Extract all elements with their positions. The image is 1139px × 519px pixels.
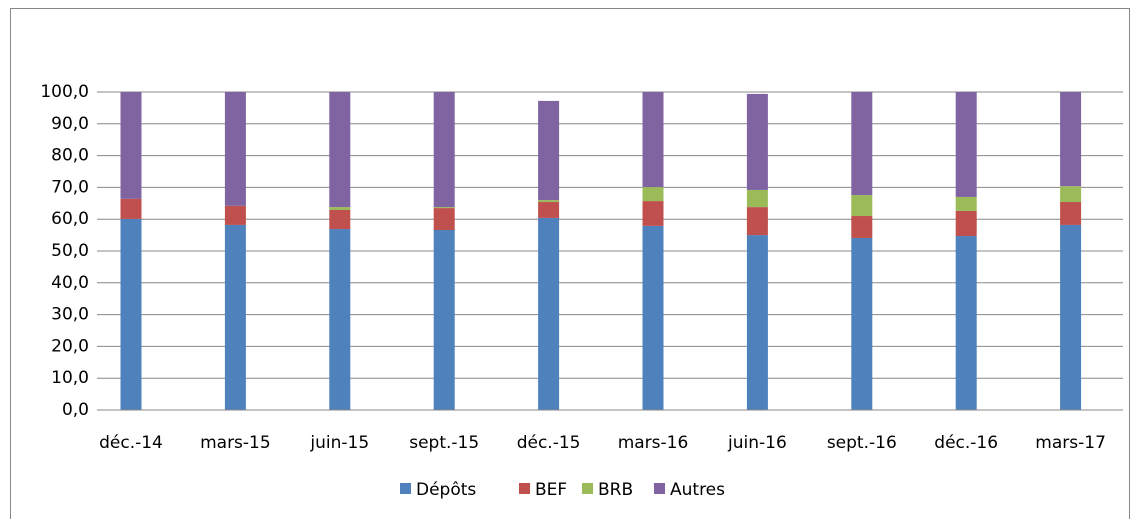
bar-segment — [955, 236, 977, 410]
x-tick-label: sept.-15 — [409, 433, 479, 453]
bar-segment — [329, 229, 351, 410]
bar-segment — [1060, 224, 1082, 410]
y-tick-label: 70,0 — [51, 177, 89, 197]
bar-segment — [120, 92, 142, 199]
bar-segment — [433, 92, 455, 208]
legend-label: Dépôts — [416, 480, 476, 500]
bar-segment — [329, 92, 351, 208]
bar-segment — [851, 216, 873, 238]
legend-label: BEF — [535, 480, 567, 500]
y-tick-label: 20,0 — [51, 336, 89, 356]
y-tick-label: 60,0 — [51, 209, 89, 229]
y-tick-label: 40,0 — [51, 273, 89, 293]
y-tick-label: 80,0 — [51, 146, 89, 166]
bar-segment — [433, 230, 455, 410]
bar-segment — [642, 187, 664, 202]
x-tick-label: juin-15 — [309, 433, 369, 453]
bar-segment — [955, 196, 977, 211]
bar-segment — [329, 209, 351, 230]
legend-swatch — [654, 483, 665, 494]
bar-segment — [746, 207, 768, 236]
bar-segment — [851, 237, 873, 410]
bar-segment — [120, 198, 142, 219]
chart-frame — [10, 8, 1130, 519]
y-tick-label: 50,0 — [51, 241, 89, 261]
legend-label: BRB — [598, 480, 633, 500]
y-tick-label: 100,0 — [40, 82, 89, 102]
bar-segment — [433, 208, 455, 231]
bar-segment — [538, 217, 560, 410]
y-tick-label: 90,0 — [51, 114, 89, 134]
bar-segment — [538, 202, 560, 218]
bar-segment — [746, 189, 768, 208]
bar-segment — [851, 92, 873, 196]
bar-segment — [224, 205, 246, 225]
x-tick-label: mars-17 — [1035, 433, 1106, 453]
bar-segment — [329, 207, 351, 210]
bar-segment — [538, 200, 560, 203]
y-tick-label: 0,0 — [62, 400, 89, 420]
bar-segment — [642, 92, 664, 188]
bar-segment — [1060, 186, 1082, 203]
bar-segment — [538, 100, 560, 201]
x-tick-label: déc.-14 — [99, 433, 163, 453]
bar-segment — [955, 92, 977, 197]
legend-label: Autres — [670, 480, 725, 500]
y-tick-label: 10,0 — [51, 368, 89, 388]
bar-segment — [851, 195, 873, 217]
x-tick-label: déc.-16 — [934, 433, 998, 453]
bar-segment — [120, 218, 142, 410]
x-tick-label: sept.-16 — [827, 433, 897, 453]
bar-segment — [642, 201, 664, 226]
legend-swatch — [582, 483, 593, 494]
bar-segment — [746, 235, 768, 410]
x-tick-label: juin-16 — [727, 433, 787, 453]
bar-segment — [224, 92, 246, 206]
bar-segment — [224, 224, 246, 410]
legend-swatch — [400, 483, 411, 494]
bar-segment — [433, 207, 455, 209]
bar-segment — [955, 210, 977, 237]
x-tick-label: mars-15 — [200, 433, 271, 453]
y-tick-label: 30,0 — [51, 305, 89, 325]
bar-segment — [642, 225, 664, 410]
x-tick-label: déc.-15 — [517, 433, 581, 453]
bar-segment — [746, 93, 768, 190]
legend-swatch — [519, 483, 530, 494]
x-tick-label: mars-16 — [618, 433, 689, 453]
bar-segment — [1060, 202, 1082, 225]
bar-segment — [1060, 92, 1082, 187]
